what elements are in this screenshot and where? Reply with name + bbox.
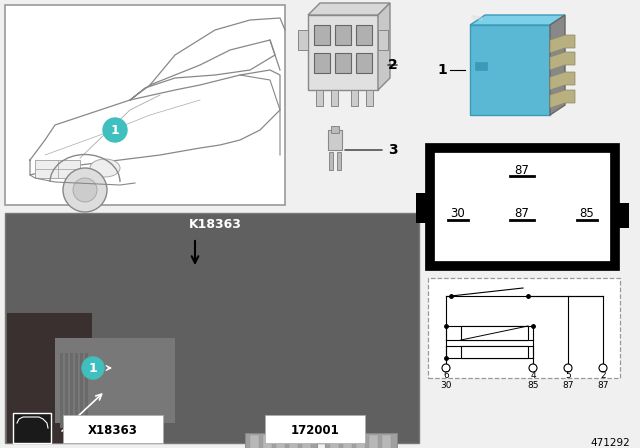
Text: 3: 3 bbox=[388, 143, 397, 157]
Circle shape bbox=[73, 178, 97, 202]
Bar bbox=[314, 25, 330, 45]
Bar bbox=[335, 53, 351, 73]
Text: K18363: K18363 bbox=[189, 218, 241, 231]
Circle shape bbox=[103, 118, 127, 142]
Bar bbox=[325, 433, 397, 448]
Polygon shape bbox=[378, 3, 390, 90]
Text: 87: 87 bbox=[515, 164, 529, 177]
Bar bbox=[461, 346, 528, 358]
Text: 172001: 172001 bbox=[291, 423, 339, 436]
Bar bbox=[615, 203, 629, 228]
Polygon shape bbox=[308, 3, 390, 15]
Bar bbox=[80, 353, 83, 428]
Bar bbox=[335, 25, 351, 45]
Text: 87: 87 bbox=[515, 207, 529, 220]
Circle shape bbox=[442, 364, 450, 372]
Bar bbox=[13, 413, 51, 443]
Bar bbox=[85, 353, 88, 428]
Bar bbox=[75, 353, 78, 428]
Bar bbox=[7, 313, 92, 443]
Ellipse shape bbox=[90, 159, 120, 177]
Bar bbox=[351, 90, 358, 106]
Text: 85: 85 bbox=[580, 207, 595, 220]
Bar bbox=[382, 435, 391, 448]
Text: 87: 87 bbox=[597, 382, 609, 391]
Polygon shape bbox=[550, 15, 565, 115]
Text: 5: 5 bbox=[565, 371, 571, 380]
Bar bbox=[331, 126, 339, 133]
Bar bbox=[298, 30, 308, 50]
Text: 85: 85 bbox=[527, 382, 539, 391]
Bar bbox=[328, 130, 342, 150]
Polygon shape bbox=[550, 72, 575, 90]
Bar bbox=[265, 415, 365, 443]
Text: X18363: X18363 bbox=[88, 423, 138, 436]
Bar bbox=[316, 90, 323, 106]
Bar bbox=[55, 338, 175, 423]
Circle shape bbox=[63, 168, 107, 212]
Bar bbox=[60, 353, 63, 428]
Bar bbox=[330, 435, 339, 448]
Polygon shape bbox=[550, 90, 575, 108]
Bar bbox=[289, 435, 298, 448]
Text: 2: 2 bbox=[600, 371, 606, 380]
Text: 87: 87 bbox=[563, 382, 573, 391]
Circle shape bbox=[564, 364, 572, 372]
Text: BMW: BMW bbox=[470, 15, 484, 22]
Bar bbox=[5, 5, 285, 205]
Bar bbox=[475, 62, 487, 70]
Polygon shape bbox=[470, 15, 565, 25]
Bar bbox=[276, 435, 285, 448]
Bar bbox=[337, 152, 341, 170]
Text: 471292: 471292 bbox=[590, 438, 630, 448]
Bar bbox=[331, 90, 338, 106]
Bar bbox=[65, 353, 68, 428]
Polygon shape bbox=[550, 52, 575, 70]
Text: 30: 30 bbox=[451, 207, 465, 220]
Bar bbox=[428, 278, 620, 378]
Bar bbox=[369, 435, 378, 448]
Bar bbox=[356, 53, 372, 73]
Circle shape bbox=[82, 357, 104, 379]
Text: 1: 1 bbox=[437, 63, 447, 77]
Bar bbox=[70, 353, 73, 428]
Text: 2: 2 bbox=[388, 58, 397, 72]
Bar bbox=[378, 30, 388, 50]
Bar bbox=[250, 435, 259, 448]
Bar bbox=[263, 435, 272, 448]
Bar bbox=[329, 152, 333, 170]
Circle shape bbox=[529, 364, 537, 372]
Bar bbox=[5, 213, 419, 443]
Bar bbox=[314, 53, 330, 73]
Bar bbox=[470, 25, 550, 115]
Bar bbox=[245, 433, 317, 448]
Polygon shape bbox=[550, 35, 575, 53]
Bar bbox=[430, 148, 615, 266]
Bar bbox=[366, 90, 373, 106]
Bar bbox=[63, 415, 163, 443]
Bar bbox=[35, 160, 80, 178]
Text: 6: 6 bbox=[443, 371, 449, 380]
Bar bbox=[343, 435, 352, 448]
Text: 4: 4 bbox=[530, 371, 536, 380]
Text: 1: 1 bbox=[88, 362, 97, 375]
Bar bbox=[356, 435, 365, 448]
Bar bbox=[416, 193, 430, 223]
Text: 1: 1 bbox=[111, 124, 120, 137]
Bar bbox=[308, 15, 378, 90]
Text: 30: 30 bbox=[440, 382, 452, 391]
Circle shape bbox=[599, 364, 607, 372]
Bar bbox=[461, 326, 528, 340]
Bar bbox=[302, 435, 311, 448]
Bar bbox=[356, 25, 372, 45]
